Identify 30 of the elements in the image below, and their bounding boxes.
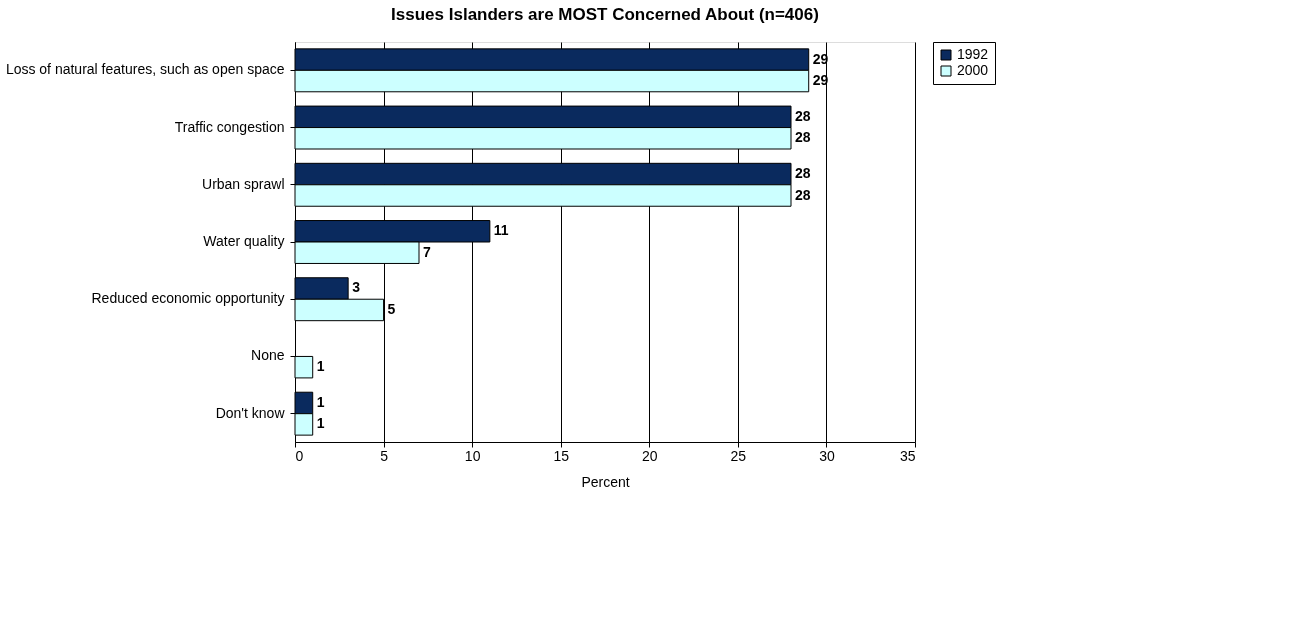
y-tick-label: Don't know: [215, 404, 286, 421]
chart-title: Issues Islanders are MOST Concerned About (n=406): [391, 4, 819, 24]
data-label: 5: [387, 300, 396, 317]
x-tick-label: 25: [730, 447, 747, 464]
y-tick-label: Urban sprawl: [202, 175, 285, 192]
x-tick-label: 15: [553, 447, 570, 464]
data-label: 28: [795, 107, 811, 124]
x-tick-label: 10: [464, 447, 481, 464]
y-tick-label: Reduced economic opportunity: [91, 290, 285, 307]
data-label: 3: [352, 279, 361, 296]
data-label: 1: [316, 415, 325, 432]
data-label: 1: [316, 393, 325, 410]
x-tick-label: 20: [642, 447, 658, 464]
y-tick-label: Water quality: [203, 233, 285, 249]
legend-label: 1992: [957, 46, 989, 62]
y-tick-label: Traffic congestion: [174, 118, 285, 135]
x-tick-label: 5: [380, 447, 389, 464]
y-tick-label: Loss of natural features, such as open space: [5, 61, 285, 78]
x-tick-label: 35: [899, 447, 916, 464]
x-tick-label: 30: [819, 447, 835, 464]
data-label: 1: [316, 358, 325, 375]
x-axis-title: Percent: [581, 473, 630, 490]
data-label: 11: [493, 222, 509, 239]
data-label: 7: [423, 243, 431, 260]
data-label: 28: [795, 165, 811, 182]
data-label: 28: [795, 129, 811, 146]
legend-label: 2000: [957, 62, 989, 78]
y-tick-label: None: [251, 347, 285, 364]
x-tick-label: 0: [295, 447, 304, 464]
data-label: 28: [795, 186, 811, 203]
